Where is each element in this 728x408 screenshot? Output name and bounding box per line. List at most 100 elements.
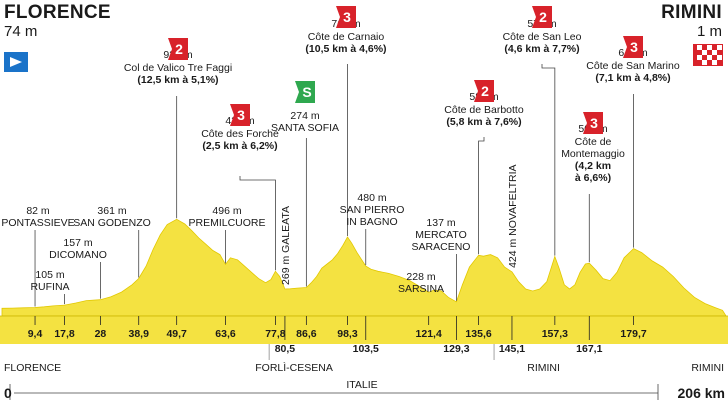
region-label: FLORENCE bbox=[4, 362, 61, 374]
km-mark-label: 86,6 bbox=[296, 328, 317, 340]
vertical-town-label: 424 m NOVAFELTRIA bbox=[507, 164, 519, 267]
leader-line bbox=[478, 137, 485, 255]
checker-square bbox=[712, 50, 717, 55]
climb-name: Col de Valico Tre Faggi bbox=[124, 62, 232, 74]
town-name: PONTASSIEVE bbox=[1, 217, 74, 229]
climb-category-number: 3 bbox=[630, 39, 638, 55]
climb-detail: (7,1 km à 4,8%) bbox=[595, 72, 670, 84]
climb-category-flag-icon bbox=[336, 6, 356, 28]
km-mark-label: 28 bbox=[95, 328, 107, 340]
checker-square bbox=[717, 55, 722, 60]
km-mark-label: 167,1 bbox=[576, 343, 602, 355]
km-mark-label: 145,1 bbox=[499, 343, 525, 355]
start-altitude: 74 m bbox=[4, 23, 38, 40]
town-name: PREMILCUORE bbox=[188, 217, 265, 229]
checker-square bbox=[697, 45, 702, 50]
town-name: SAN GODENZO bbox=[73, 217, 151, 229]
climb-detail: (4,2 km bbox=[575, 160, 611, 172]
climb-name: Côte de Barbotto bbox=[444, 104, 524, 116]
town-name: SAN PIERRO bbox=[340, 204, 405, 216]
climb-detail: (12,5 km à 5,1%) bbox=[137, 74, 218, 86]
km-bar bbox=[0, 316, 728, 344]
town-altitude: 496 m bbox=[212, 205, 241, 217]
checker-square bbox=[712, 60, 717, 65]
checker-square bbox=[702, 60, 707, 65]
km-mark-label: 38,9 bbox=[128, 328, 149, 340]
town-altitude: 105 m bbox=[35, 269, 64, 281]
town-name: SARACENO bbox=[412, 241, 471, 253]
km-mark-label: 179,7 bbox=[620, 328, 646, 340]
climb-detail: (5,8 km à 7,6%) bbox=[446, 116, 521, 128]
km-mark-label: 77,8 bbox=[265, 328, 286, 340]
finish-city: RIMINI bbox=[661, 2, 722, 23]
km-mark-label: 121,4 bbox=[416, 328, 442, 340]
town-name: DICOMANO bbox=[49, 249, 107, 261]
checker-square bbox=[707, 45, 712, 50]
climb-category-flag-icon bbox=[623, 36, 643, 58]
sprint-altitude: 274 m bbox=[290, 110, 319, 122]
climb-category-number: 3 bbox=[237, 107, 245, 123]
climb-category-flag-icon bbox=[474, 80, 494, 102]
checker-square bbox=[697, 55, 702, 60]
leader-line bbox=[239, 176, 276, 271]
town-altitude: 228 m bbox=[406, 271, 435, 283]
km-mark-label: 129,3 bbox=[443, 343, 469, 355]
sprint-letter: S bbox=[302, 84, 311, 100]
finish-altitude: 1 m bbox=[696, 23, 722, 40]
km-mark-label: 49,7 bbox=[166, 328, 187, 340]
profile-area bbox=[1, 218, 727, 317]
climb-category-number: 2 bbox=[175, 41, 183, 57]
climb-name: Côte de bbox=[575, 136, 612, 148]
sprint-name: SANTA SOFIA bbox=[271, 122, 339, 134]
town-altitude: 157 m bbox=[63, 237, 92, 249]
climb-category-number: 2 bbox=[481, 83, 489, 99]
climb-name: Côte de San Leo bbox=[503, 31, 582, 43]
climb-category-flag-icon bbox=[583, 112, 603, 134]
checker-square bbox=[707, 55, 712, 60]
climb-name: Côte de Carnaio bbox=[308, 31, 385, 43]
climb-category-flag-icon bbox=[168, 38, 188, 60]
town-name: MERCATO bbox=[415, 229, 467, 241]
region-label: RIMINI bbox=[527, 362, 560, 374]
climb-name: Côte des Forche bbox=[201, 128, 279, 140]
km-mark-label: 63,6 bbox=[215, 328, 236, 340]
climb-name: Montemaggio bbox=[561, 148, 625, 160]
climb-detail: à 6,6%) bbox=[575, 172, 611, 184]
climb-category-number: 3 bbox=[590, 115, 598, 131]
town-altitude: 361 m bbox=[97, 205, 126, 217]
km-mark-label: 103,5 bbox=[353, 343, 379, 355]
km-mark-label: 9,4 bbox=[28, 328, 43, 340]
climb-detail: (2,5 km à 6,2%) bbox=[202, 140, 277, 152]
km-mark-label: 135,6 bbox=[465, 328, 491, 340]
start-arrow-icon bbox=[10, 57, 22, 67]
climb-name: Côte de San Marino bbox=[586, 60, 680, 72]
town-altitude: 137 m bbox=[426, 217, 455, 229]
region-label: RIMINI bbox=[691, 362, 724, 374]
axis-start-label: 0 bbox=[4, 385, 12, 401]
country-label-bg bbox=[342, 378, 382, 390]
km-mark-label: 98,3 bbox=[337, 328, 358, 340]
intermediate-sprint-icon bbox=[295, 81, 315, 103]
climb-detail: (10,5 km à 4,6%) bbox=[305, 43, 386, 55]
town-name: IN BAGNO bbox=[346, 216, 397, 228]
climb-category-flag-icon bbox=[532, 6, 552, 28]
checker-square bbox=[702, 50, 707, 55]
checker-square bbox=[717, 45, 722, 50]
start-city: FLORENCE bbox=[4, 2, 111, 23]
climb-category-flag-icon bbox=[230, 104, 250, 126]
climb-category-number: 3 bbox=[343, 9, 351, 25]
region-label: FORLÌ-CESENA bbox=[255, 361, 333, 374]
town-name: RUFINA bbox=[30, 281, 69, 293]
km-mark-label: 157,3 bbox=[542, 328, 568, 340]
town-name: SARSINA bbox=[398, 283, 444, 295]
leader-line bbox=[541, 64, 556, 256]
town-altitude: 82 m bbox=[26, 205, 50, 217]
km-mark-label: 80,5 bbox=[275, 343, 296, 355]
climb-detail: (4,6 km à 7,7%) bbox=[504, 43, 579, 55]
vertical-town-label: 269 m GALEATA bbox=[280, 206, 292, 285]
country-label: ITALIE bbox=[346, 379, 377, 391]
town-altitude: 480 m bbox=[357, 192, 386, 204]
axis-end-label: 206 km bbox=[678, 385, 725, 401]
